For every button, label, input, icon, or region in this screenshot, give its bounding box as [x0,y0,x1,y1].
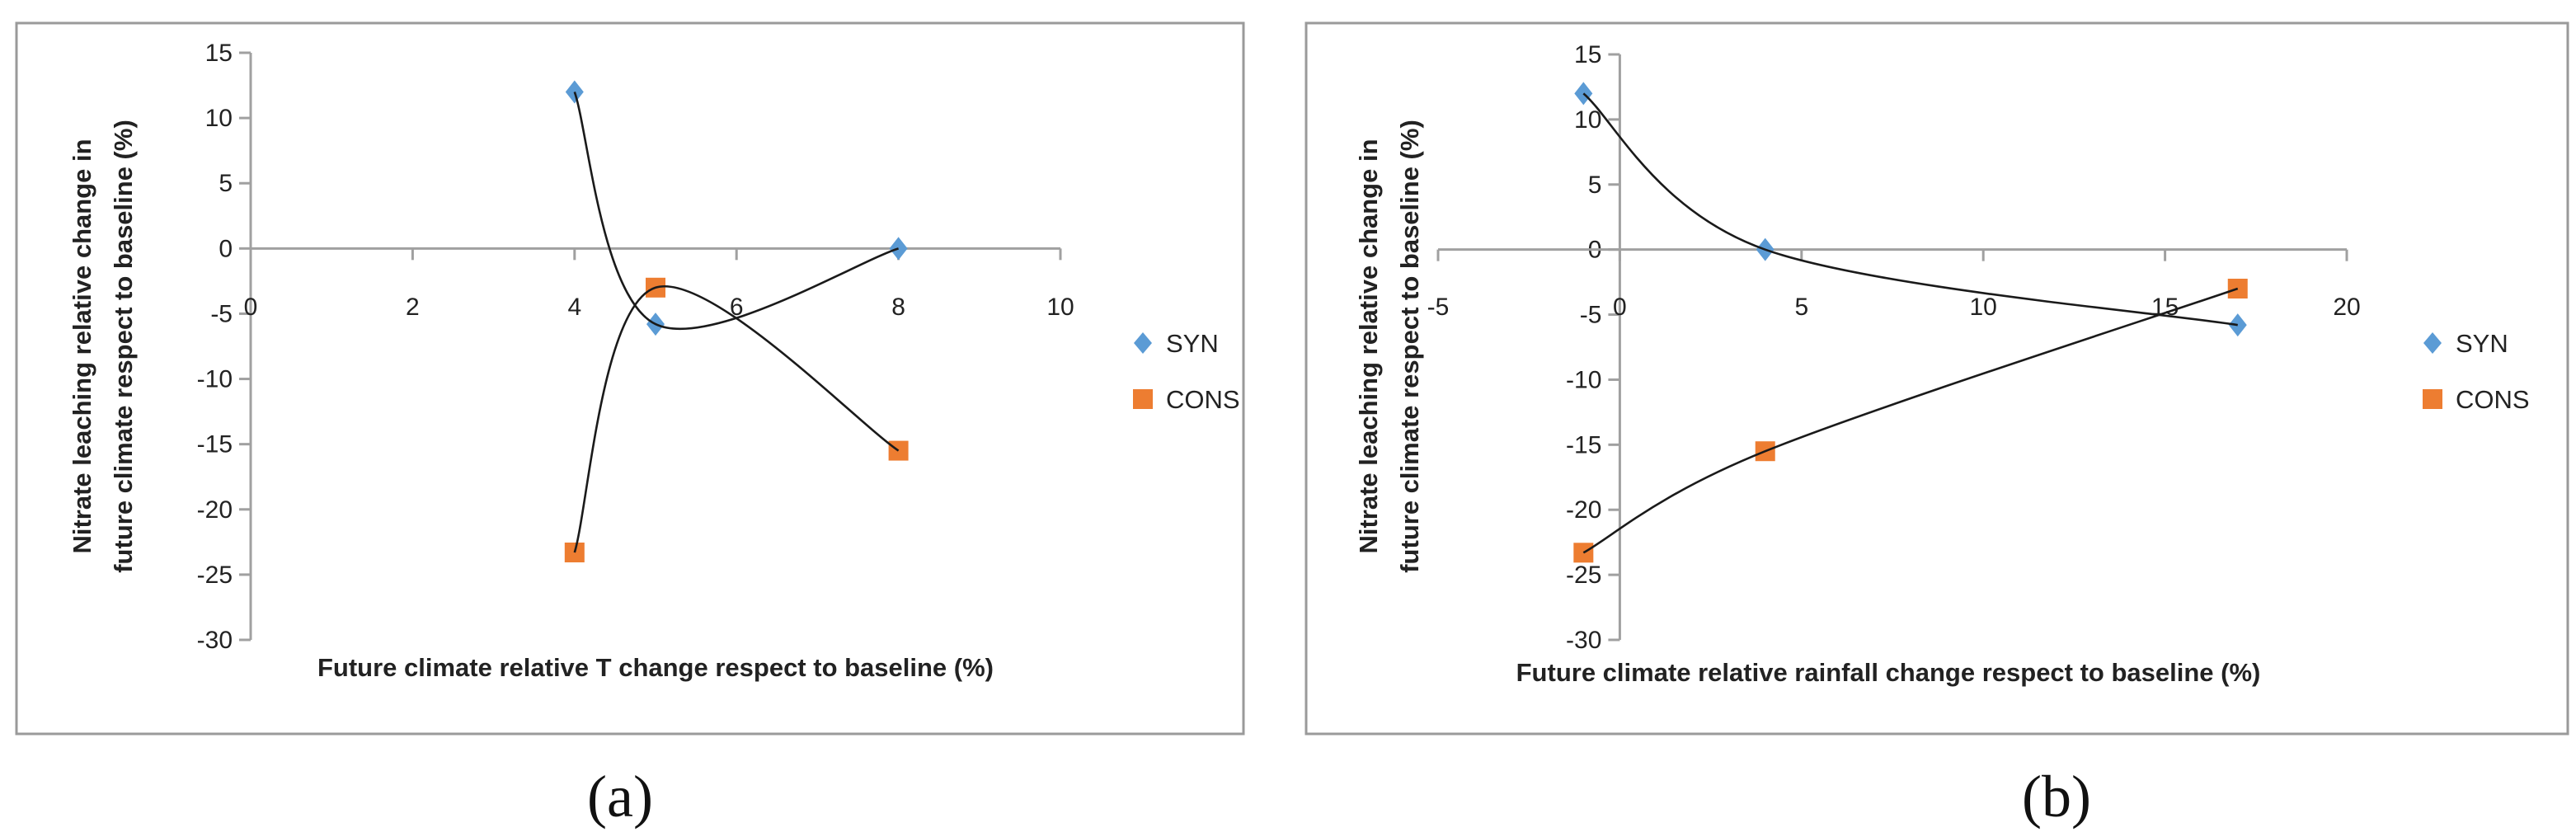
trend-curve-cons [1582,287,2239,554]
y-tick-label: -5 [210,300,233,327]
y-axis-title-line: Nitrate leaching relative change in [68,139,96,553]
chart-frame [15,21,1245,736]
y-tick-label: -25 [1566,562,1601,589]
x-tick-label: 4 [567,294,581,321]
x-axis-title: Future climate relative rainfall change … [1516,658,2261,687]
x-tick-label: 0 [244,294,258,321]
y-tick-label: -15 [1566,431,1601,458]
y-tick-label: 5 [219,170,233,197]
legend-label-syn: SYN [1166,329,1219,358]
y-tick-label: 5 [1588,172,1602,199]
y-tick-label: 15 [205,40,233,67]
y-tick-label: -30 [197,627,233,654]
legend-marker-cons [2423,389,2442,409]
x-tick-label: 6 [730,294,744,321]
x-tick-label: 10 [1970,294,1997,321]
x-tick-label: 0 [1613,294,1627,321]
y-tick-label: 10 [205,105,233,132]
y-tick-label: -10 [197,366,233,393]
y-tick-label: 15 [1574,41,1601,68]
legend-label-cons: CONS [2456,385,2530,414]
legend-label-syn: SYN [2456,329,2508,358]
x-tick-label: 8 [891,294,905,321]
y-tick-label: -5 [1580,302,1602,329]
y-tick-label: -20 [1566,496,1601,524]
trend-curve-cons [573,284,900,553]
x-axis-title: Future climate relative T change respect… [317,653,994,682]
y-tick-label: -10 [1566,366,1601,393]
chart-frame [1304,21,2569,736]
y-tick-label: 0 [219,235,233,262]
chart-panel-a: 15 10 5 0 -5 -10 -15 -20 -25 -30 0 2 4 6 8 10 Future cli… [15,21,1245,736]
y-tick-label: -30 [1566,627,1601,654]
legend-marker-syn [1134,332,1152,354]
x-tick-label: 10 [1046,294,1074,321]
panel-label: (b) [2022,764,2091,830]
y-tick-label: -25 [197,562,233,589]
y-axis-title-line: future climate respect to baseline (%) [1395,120,1424,573]
x-tick-label: 2 [406,294,420,321]
y-tick-label: 10 [1574,106,1601,134]
x-tick-label: 5 [1794,294,1808,321]
legend-marker-syn [2423,332,2442,354]
trend-curve-syn [573,92,899,331]
panel-label: (a) [587,764,653,830]
y-tick-label: -20 [197,496,233,524]
legend-marker-cons [1133,389,1153,409]
y-axis-title-line: future climate respect to baseline (%) [109,120,138,573]
data-point-cons [2227,279,2248,298]
x-tick-label: -5 [1427,294,1450,321]
y-axis-title-line: Nitrate leaching relative change in [1354,139,1383,553]
legend-label-cons: CONS [1166,385,1240,414]
y-tick-label: -15 [197,431,233,458]
trend-curve-syn [1582,92,2238,327]
x-tick-label: 20 [2333,294,2360,321]
